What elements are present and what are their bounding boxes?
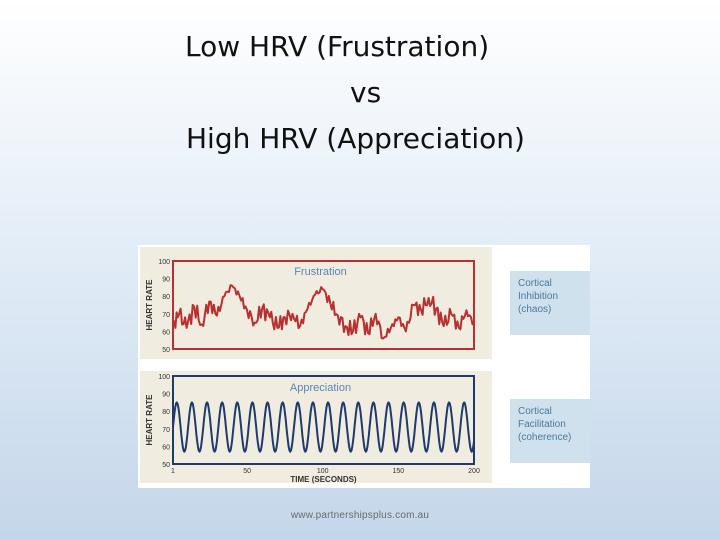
- title-line-3: High HRV (Appreciation): [186, 122, 525, 155]
- x-tick-label: 200: [468, 468, 480, 475]
- annotation-box-frustration: Cortical Inhibition (chaos): [510, 271, 590, 335]
- x-tick-label: 1: [171, 468, 175, 475]
- hrv-charts-svg: 100 90 80 70 60 50 HEART RATE Frustration 100 90 8…: [140, 247, 492, 484]
- y-tick-label: 80: [162, 294, 170, 301]
- x-axis-label: TIME (SECONDS): [290, 475, 357, 484]
- panel-title: Frustration: [294, 266, 347, 278]
- y-tick-label: 100: [158, 374, 170, 381]
- x-tick-label: 100: [317, 468, 329, 475]
- series-line-appreciation: [172, 401, 475, 453]
- title-line-2: vs: [350, 76, 382, 109]
- series-line-frustration: [172, 284, 475, 340]
- annotation-line: (chaos): [518, 304, 552, 315]
- y-tick-label: 100: [158, 259, 170, 266]
- panel-background: [140, 247, 492, 359]
- hrv-figure: 100 90 80 70 60 50 HEART RATE Frustration 100 90 8…: [138, 245, 590, 488]
- annotation-line: (coherence): [518, 432, 572, 443]
- panel-title: Appreciation: [290, 382, 351, 394]
- y-tick-label: 50: [162, 462, 170, 469]
- y-tick-label: 60: [162, 444, 170, 451]
- plot-frame: [172, 260, 475, 350]
- annotation-line: Facilitation: [518, 419, 566, 430]
- y-tick-label: 80: [162, 409, 170, 416]
- y-tick-label: 90: [162, 392, 170, 399]
- title-line-1: Low HRV (Frustration): [185, 30, 490, 63]
- y-tick-label: 60: [162, 329, 170, 336]
- y-axis-label: HEART RATE: [145, 279, 154, 331]
- x-tick-label: 50: [243, 468, 251, 475]
- y-tick-label: 70: [162, 427, 170, 434]
- x-tick-label: 150: [393, 468, 405, 475]
- source-credit: www.partnershipsplus.com.au: [290, 510, 430, 521]
- y-tick-label: 90: [162, 277, 170, 284]
- y-tick-label: 70: [162, 312, 170, 319]
- annotation-box-appreciation: Cortical Facilitation (coherence): [510, 399, 590, 463]
- annotation-line: Cortical: [518, 278, 552, 289]
- y-axis-label: HEART RATE: [145, 394, 154, 446]
- annotation-line: Inhibition: [518, 291, 559, 302]
- y-tick-label: 50: [162, 347, 170, 354]
- annotation-line: Cortical: [518, 406, 552, 417]
